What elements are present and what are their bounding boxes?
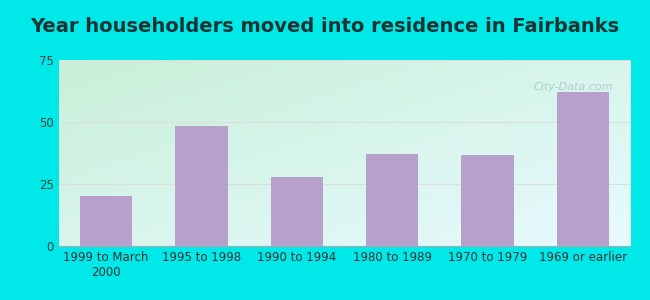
Bar [80, 196, 133, 246]
Bar [462, 155, 514, 246]
Bar [556, 92, 609, 246]
Text: Year householders moved into residence in Fairbanks: Year householders moved into residence i… [31, 17, 619, 37]
Bar [270, 177, 323, 246]
Bar [176, 126, 227, 246]
Bar [366, 154, 419, 246]
Text: City-Data.com: City-Data.com [534, 82, 614, 92]
